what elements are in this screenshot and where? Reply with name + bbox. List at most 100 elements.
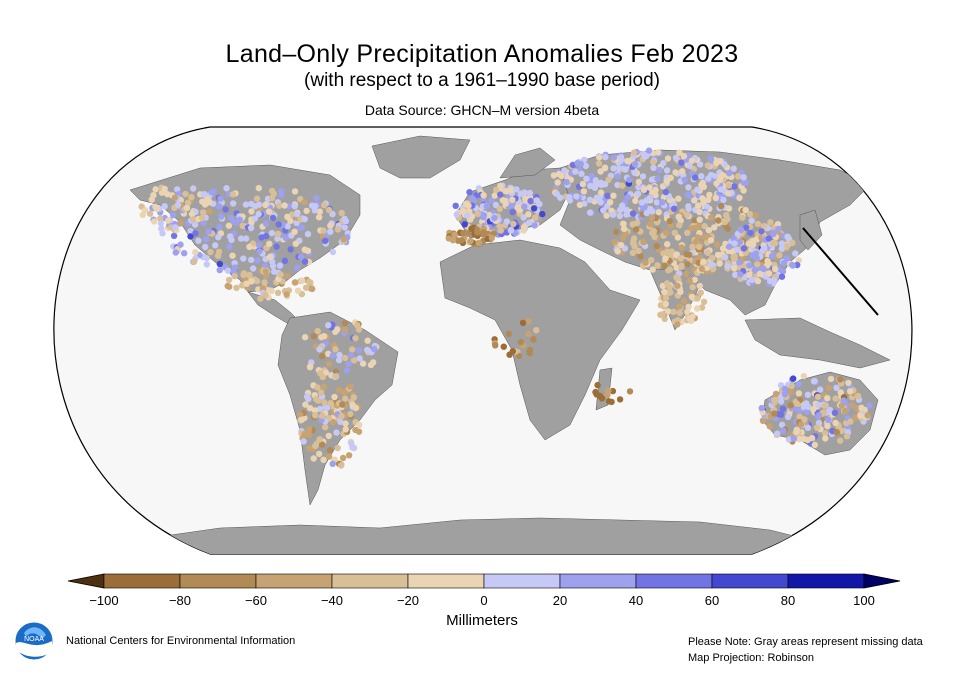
station-dot	[811, 441, 818, 449]
station-dot	[790, 435, 798, 442]
station-dot	[652, 186, 659, 194]
station-dot	[725, 190, 732, 197]
station-dot	[837, 437, 844, 444]
station-dot	[760, 265, 767, 273]
station-dot	[681, 176, 688, 184]
station-dot	[635, 178, 643, 186]
station-dot	[638, 199, 646, 206]
station-dot	[662, 255, 669, 262]
station-dot	[761, 245, 768, 252]
station-dot	[736, 259, 743, 266]
station-dot	[673, 251, 680, 258]
colorbar: −100 −80 −60 −40 −20 0 20 40 60 80 100	[67, 573, 901, 608]
station-dot	[680, 152, 688, 160]
station-dot	[192, 230, 199, 237]
station-dot	[332, 346, 339, 353]
station-dot	[301, 430, 308, 438]
station-dot	[161, 203, 168, 210]
station-dot	[737, 271, 744, 278]
station-dot	[678, 159, 685, 166]
station-dot	[510, 220, 517, 228]
station-dot	[753, 255, 760, 262]
map-title: Land–Only Precipitation Anomalies Feb 20…	[225, 40, 739, 68]
station-dot	[631, 243, 638, 250]
station-dot	[864, 412, 871, 419]
station-dot	[352, 426, 359, 434]
station-dot	[177, 219, 184, 227]
station-dot	[765, 235, 773, 242]
station-dot	[321, 237, 329, 244]
station-dot	[748, 276, 755, 283]
station-dot	[270, 268, 278, 275]
station-dot	[576, 201, 584, 209]
station-dot	[704, 249, 712, 256]
station-dot	[808, 434, 816, 442]
station-dot	[190, 185, 197, 192]
station-dot	[768, 252, 776, 260]
colorbar-bin	[103, 573, 181, 589]
station-dot	[626, 176, 633, 183]
station-dot	[688, 293, 696, 301]
station-dot	[315, 450, 323, 458]
station-dot	[594, 381, 601, 389]
station-dot	[216, 266, 223, 274]
station-dot	[811, 377, 818, 385]
station-dot	[640, 238, 647, 245]
station-dot	[745, 240, 752, 247]
colorbar-bin	[635, 573, 713, 589]
station-dot	[662, 300, 669, 308]
station-dot	[554, 179, 561, 186]
station-dot	[685, 203, 692, 210]
station-dot	[274, 289, 282, 296]
colorbar-bin	[787, 573, 865, 589]
station-dot	[509, 208, 516, 216]
station-dot	[654, 175, 661, 182]
station-dot	[530, 336, 537, 343]
station-dot	[341, 215, 348, 222]
station-dot	[517, 338, 524, 346]
station-dot	[563, 178, 570, 186]
station-dot	[793, 400, 800, 407]
station-dot	[804, 391, 812, 398]
station-dot	[596, 154, 603, 161]
colorbar-bin	[559, 573, 637, 589]
station-dot	[660, 193, 668, 201]
station-dot	[588, 172, 595, 180]
station-dot	[157, 220, 165, 227]
station-dot	[269, 214, 277, 222]
station-dot	[298, 277, 306, 284]
station-dot	[649, 266, 656, 273]
station-dot	[748, 217, 755, 224]
station-dot	[199, 209, 207, 216]
station-dot	[339, 401, 346, 408]
station-dot	[753, 261, 761, 268]
station-dot	[774, 221, 782, 228]
station-dot	[736, 194, 743, 201]
station-dot	[287, 246, 294, 253]
station-dot	[597, 189, 605, 196]
station-dot	[553, 190, 560, 198]
station-dot	[322, 424, 329, 431]
colorbar-bin	[331, 573, 409, 589]
station-dot	[688, 157, 696, 164]
station-dot	[320, 456, 327, 463]
station-dot	[705, 196, 712, 203]
missing-data-note: Please Note: Gray areas represent missin…	[688, 636, 923, 648]
station-dot	[770, 229, 777, 236]
station-dot	[708, 214, 715, 221]
station-dot	[685, 184, 692, 191]
station-dot	[465, 202, 472, 209]
station-dot	[777, 398, 785, 405]
station-dot	[792, 250, 799, 257]
station-dot	[305, 395, 312, 403]
station-dot	[737, 226, 745, 234]
station-dot	[758, 228, 765, 235]
station-dot	[345, 360, 352, 367]
station-dot	[691, 197, 698, 204]
station-dot	[349, 444, 356, 451]
station-dot	[461, 221, 468, 228]
station-dot	[318, 334, 325, 341]
station-dot	[247, 224, 255, 232]
station-dot	[843, 433, 851, 440]
station-dot	[451, 231, 458, 239]
